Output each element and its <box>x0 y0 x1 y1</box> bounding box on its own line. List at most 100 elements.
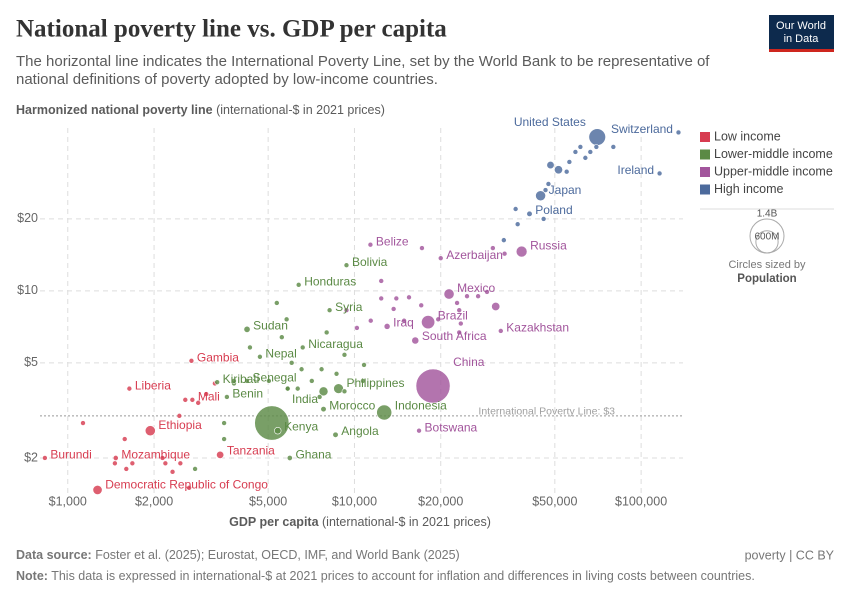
point-label: Benin <box>232 387 263 401</box>
point-label: Belize <box>376 234 409 248</box>
point <box>454 300 460 306</box>
point <box>582 155 589 161</box>
point <box>515 245 528 258</box>
point-label: Kiribati <box>223 372 260 386</box>
point <box>675 129 682 136</box>
point <box>121 436 128 442</box>
point <box>279 334 285 341</box>
y-tick-label: $10 <box>17 283 38 297</box>
point <box>326 307 333 314</box>
size-legend-variable: Population <box>737 273 796 285</box>
point-label: Nicaragua <box>308 337 363 351</box>
point <box>572 149 579 155</box>
point <box>390 306 397 312</box>
logo-text: Our World <box>776 20 826 32</box>
y-tick-label: $2 <box>24 450 38 464</box>
point <box>535 190 546 202</box>
point-label: United States <box>514 115 586 129</box>
point <box>416 427 422 434</box>
point <box>421 315 436 330</box>
point <box>221 420 227 426</box>
point <box>129 460 136 467</box>
point-label: Burundi <box>50 448 91 462</box>
point <box>189 397 196 403</box>
point <box>341 388 348 395</box>
size-legend-label: 600M <box>754 231 779 242</box>
legend-label: Lower-middle income <box>714 147 833 161</box>
point <box>656 170 663 177</box>
point <box>415 368 451 404</box>
point-label: Tanzania <box>227 443 275 457</box>
point <box>401 317 407 324</box>
point <box>123 466 130 472</box>
point <box>378 278 385 284</box>
point <box>332 431 339 438</box>
logo-box <box>769 15 834 52</box>
point-label: Mali <box>198 390 220 404</box>
note-label: Note: <box>16 569 48 583</box>
point <box>610 144 617 150</box>
point <box>418 302 425 309</box>
point-label: Mozambique <box>121 448 190 462</box>
point-label: Russia <box>530 238 567 252</box>
point <box>112 455 119 461</box>
point <box>490 245 496 251</box>
point <box>341 352 348 358</box>
point-label: India <box>292 392 318 406</box>
point <box>498 328 504 334</box>
point <box>247 344 253 351</box>
point <box>188 357 195 364</box>
source-label: Data source: <box>16 548 92 562</box>
point-label: Poland <box>535 203 572 217</box>
point <box>566 159 573 165</box>
legend-label: Upper-middle income <box>714 164 833 178</box>
point <box>176 413 183 419</box>
point <box>333 370 340 377</box>
point <box>514 221 521 228</box>
point <box>42 455 48 461</box>
logo-text: in Data <box>784 33 820 45</box>
x-tick-label: $20,000 <box>418 494 463 508</box>
point <box>588 128 606 146</box>
point <box>309 378 315 384</box>
subtitle: national definitions of poverty adopted … <box>16 71 438 88</box>
point <box>577 144 584 150</box>
point <box>144 425 156 437</box>
y-tick-label: $20 <box>17 211 38 225</box>
legend-label: High income <box>714 182 784 196</box>
point <box>383 323 391 330</box>
point <box>343 307 350 314</box>
point <box>354 325 360 331</box>
point <box>286 455 293 461</box>
point-label: Indonesia <box>395 399 447 413</box>
point <box>491 302 501 312</box>
point-label: Ethiopia <box>158 418 202 432</box>
point <box>80 420 86 426</box>
point-label: Kazakhstan <box>506 321 569 335</box>
point <box>274 300 280 306</box>
x-tick-label: $10,000 <box>332 494 377 508</box>
point <box>162 460 169 467</box>
point <box>231 378 237 384</box>
point <box>318 386 329 397</box>
point <box>526 210 533 217</box>
point <box>484 289 490 295</box>
point <box>318 366 325 373</box>
point <box>475 293 481 299</box>
point <box>294 385 301 392</box>
x-tick-label: $50,000 <box>532 494 577 508</box>
reference-label: International Poverty Line: $3 <box>478 406 615 418</box>
subtitle: The horizontal line indicates the Intern… <box>16 53 710 70</box>
point <box>456 307 463 314</box>
point <box>437 255 444 261</box>
point-label: Bolivia <box>352 255 388 269</box>
point <box>221 436 227 442</box>
point <box>545 181 552 187</box>
logo-bar <box>769 49 834 52</box>
point <box>266 378 272 384</box>
point <box>224 394 230 400</box>
point <box>546 160 555 170</box>
point-label: South Africa <box>422 329 487 343</box>
x-tick-label: $100,000 <box>615 494 667 508</box>
